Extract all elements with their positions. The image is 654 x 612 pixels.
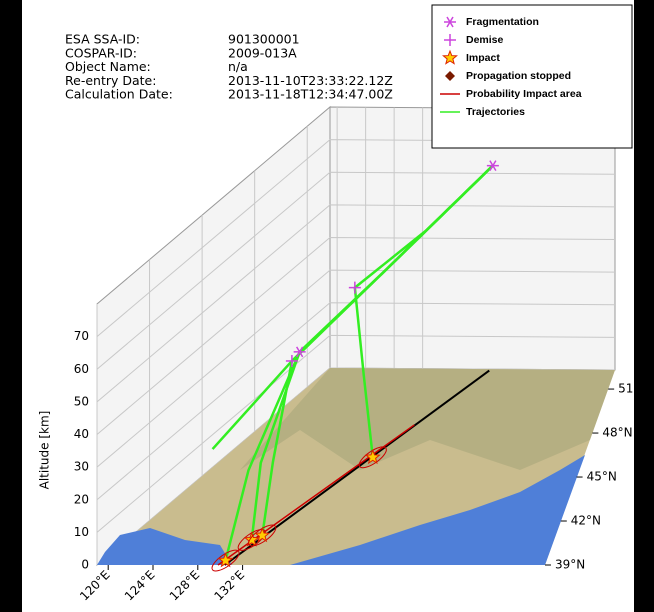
z-tick-label: 70 — [74, 329, 89, 343]
z-axis-title: Altitude [km] — [38, 411, 52, 490]
info-value: n/a — [228, 59, 248, 74]
legend-label: Fragmentation — [466, 16, 539, 28]
info-label: Re-entry Date: — [65, 73, 156, 88]
z-tick-label: 40 — [74, 427, 89, 441]
info-value: 2009-013A — [228, 45, 297, 60]
info-value: 2013-11-18T12:34:47.00Z — [228, 87, 393, 102]
legend-label: Trajectories — [466, 106, 525, 118]
z-tick-label: 50 — [74, 394, 89, 408]
info-label: Object Name: — [65, 59, 151, 74]
legend-label: Impact — [466, 52, 500, 64]
info-value: 901300001 — [228, 32, 300, 47]
legend-label: Probability Impact area — [466, 88, 582, 100]
z-tick-label: 30 — [74, 460, 89, 474]
y-tick-label: 51°N — [618, 382, 648, 396]
page: Altitude [km] 0 10 20 30 40 50 60 70 39°N 42°N 45°… — [0, 0, 654, 612]
legend-label: Demise — [466, 34, 504, 46]
info-label: ESA SSA-ID: — [65, 32, 140, 47]
y-tick-label: 45°N — [587, 470, 617, 484]
y-tick-label: 39°N — [555, 558, 585, 572]
z-tick-label: 20 — [74, 492, 89, 506]
info-label: COSPAR-ID: — [65, 45, 137, 60]
z-tick-label: 0 — [81, 558, 89, 572]
info-value: 2013-11-10T23:33:22.12Z — [228, 73, 393, 88]
z-tick-label: 10 — [74, 525, 89, 539]
legend-label: Propagation stopped — [466, 70, 571, 82]
y-tick-label: 42°N — [571, 514, 601, 528]
z-tick-label: 60 — [74, 362, 89, 376]
info-label: Calculation Date: — [65, 87, 173, 102]
y-tick-label: 48°N — [602, 426, 632, 440]
chart: Altitude [km] 0 10 20 30 40 50 60 70 39°N 42°N 45°… — [0, 0, 654, 612]
